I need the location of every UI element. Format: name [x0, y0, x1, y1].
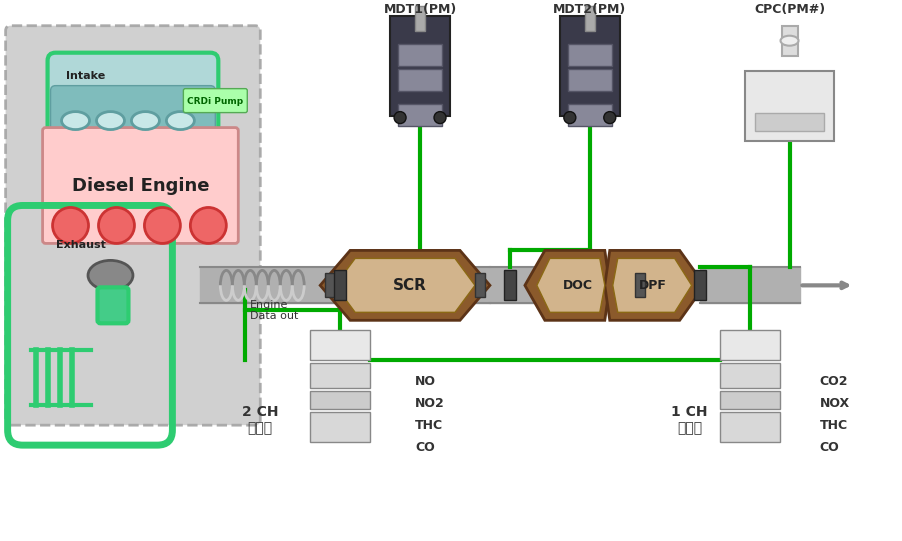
Text: NO: NO [415, 375, 436, 388]
Bar [568, 69, 612, 91]
Ellipse shape [132, 111, 160, 130]
Text: DPF: DPF [639, 279, 667, 292]
Text: 1 CH
분석계: 1 CH 분석계 [671, 405, 708, 436]
Bar [568, 44, 612, 65]
Circle shape [564, 111, 575, 123]
Bar [310, 412, 370, 442]
Bar [755, 113, 824, 130]
Bar [635, 273, 645, 298]
Bar [310, 363, 370, 388]
FancyBboxPatch shape [5, 26, 261, 425]
Text: THC: THC [820, 419, 848, 432]
Text: CO: CO [415, 441, 435, 454]
Ellipse shape [780, 36, 798, 45]
Bar [415, 6, 425, 31]
Polygon shape [525, 250, 610, 320]
Text: Intake: Intake [66, 71, 105, 81]
Text: THC: THC [415, 419, 443, 432]
Ellipse shape [97, 111, 124, 130]
FancyBboxPatch shape [183, 89, 247, 113]
Bar [326, 273, 336, 298]
Circle shape [98, 207, 134, 243]
Bar [694, 270, 705, 300]
Text: SCR: SCR [393, 278, 427, 293]
Bar [398, 69, 442, 91]
Bar [398, 104, 442, 126]
Bar [720, 363, 779, 388]
Circle shape [394, 111, 406, 123]
Text: 2 CH
분석계: 2 CH 분석계 [242, 405, 279, 436]
Text: CO2: CO2 [820, 375, 848, 388]
Bar [505, 273, 515, 298]
FancyBboxPatch shape [48, 52, 218, 169]
Text: MDT2(PM): MDT2(PM) [553, 3, 626, 16]
Bar [398, 44, 442, 65]
Text: CO: CO [820, 441, 839, 454]
Text: Exhaust: Exhaust [56, 240, 106, 250]
Text: DOC: DOC [563, 279, 593, 292]
Bar [310, 331, 370, 360]
Bar [744, 71, 834, 141]
Polygon shape [604, 250, 704, 320]
Bar [475, 273, 485, 298]
Text: CRDi Pump: CRDi Pump [188, 97, 244, 105]
Text: NOX: NOX [820, 397, 850, 410]
Polygon shape [336, 259, 475, 312]
Text: CPC(PM#): CPC(PM#) [754, 3, 825, 16]
Ellipse shape [61, 111, 89, 130]
Circle shape [434, 111, 446, 123]
Bar [568, 104, 612, 126]
Bar [584, 6, 594, 31]
FancyBboxPatch shape [97, 287, 128, 324]
Polygon shape [320, 250, 490, 320]
Text: Engine
Data out: Engine Data out [250, 300, 299, 321]
Circle shape [52, 207, 88, 243]
Polygon shape [612, 259, 692, 312]
Bar [334, 270, 346, 300]
Bar [720, 412, 779, 442]
Bar [560, 16, 620, 116]
Bar [390, 16, 450, 116]
FancyBboxPatch shape [42, 128, 238, 243]
Ellipse shape [166, 111, 194, 130]
Text: Diesel Engine: Diesel Engine [71, 176, 209, 195]
Circle shape [603, 111, 616, 123]
Polygon shape [537, 259, 604, 312]
Circle shape [144, 207, 180, 243]
FancyBboxPatch shape [51, 85, 216, 141]
Text: NO2: NO2 [415, 397, 445, 410]
Bar [310, 391, 370, 409]
Text: MDT1(PM): MDT1(PM) [383, 3, 456, 16]
Bar [504, 270, 516, 300]
Ellipse shape [88, 260, 133, 291]
Circle shape [190, 207, 226, 243]
Bar [720, 391, 779, 409]
Bar [781, 26, 797, 56]
Bar [720, 331, 779, 360]
